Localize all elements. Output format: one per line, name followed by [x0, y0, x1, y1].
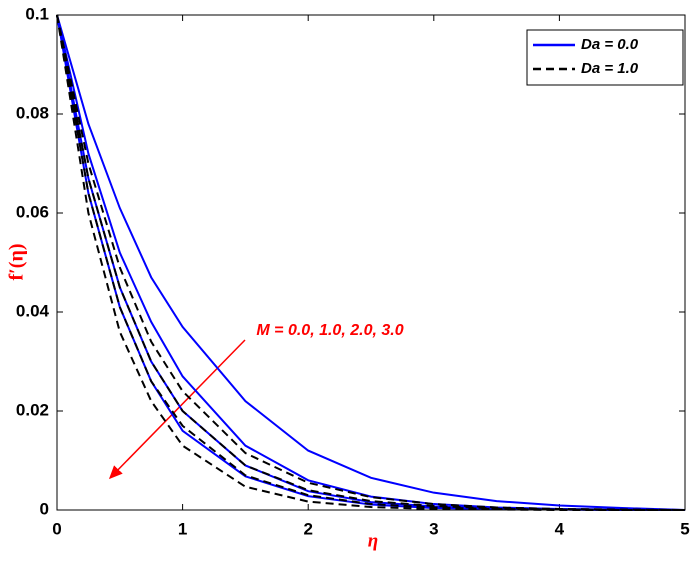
- y-tick-label: 0.08: [16, 103, 49, 122]
- x-axis-label: η: [368, 530, 378, 551]
- y-tick-label: 0.04: [16, 301, 50, 320]
- x-tick-label: 4: [555, 519, 565, 538]
- x-tick-label: 2: [303, 519, 312, 538]
- legend-label: Da = 1.0: [581, 60, 639, 77]
- x-tick-label: 1: [178, 519, 187, 538]
- y-tick-label: 0.1: [25, 4, 49, 23]
- legend-box: [526, 29, 684, 86]
- line: [56, 14, 686, 511]
- y-tick-label: 0.02: [16, 400, 49, 419]
- x-tick-label: 5: [680, 519, 689, 538]
- y-tick-label: 0: [40, 499, 49, 518]
- x-tick-label: 0: [52, 519, 61, 538]
- legend-label: Da = 0.0: [581, 36, 639, 53]
- line: [56, 14, 685, 511]
- annotation-arrow: [108, 339, 246, 480]
- plot-frame: [56, 14, 686, 511]
- y-tick-label: 0.06: [16, 202, 49, 221]
- y-axis-label: f′(η): [6, 244, 28, 281]
- annotation: M = 0.0, 1.0, 2.0, 3.0: [256, 322, 403, 339]
- x-tick-label: 3: [429, 519, 438, 538]
